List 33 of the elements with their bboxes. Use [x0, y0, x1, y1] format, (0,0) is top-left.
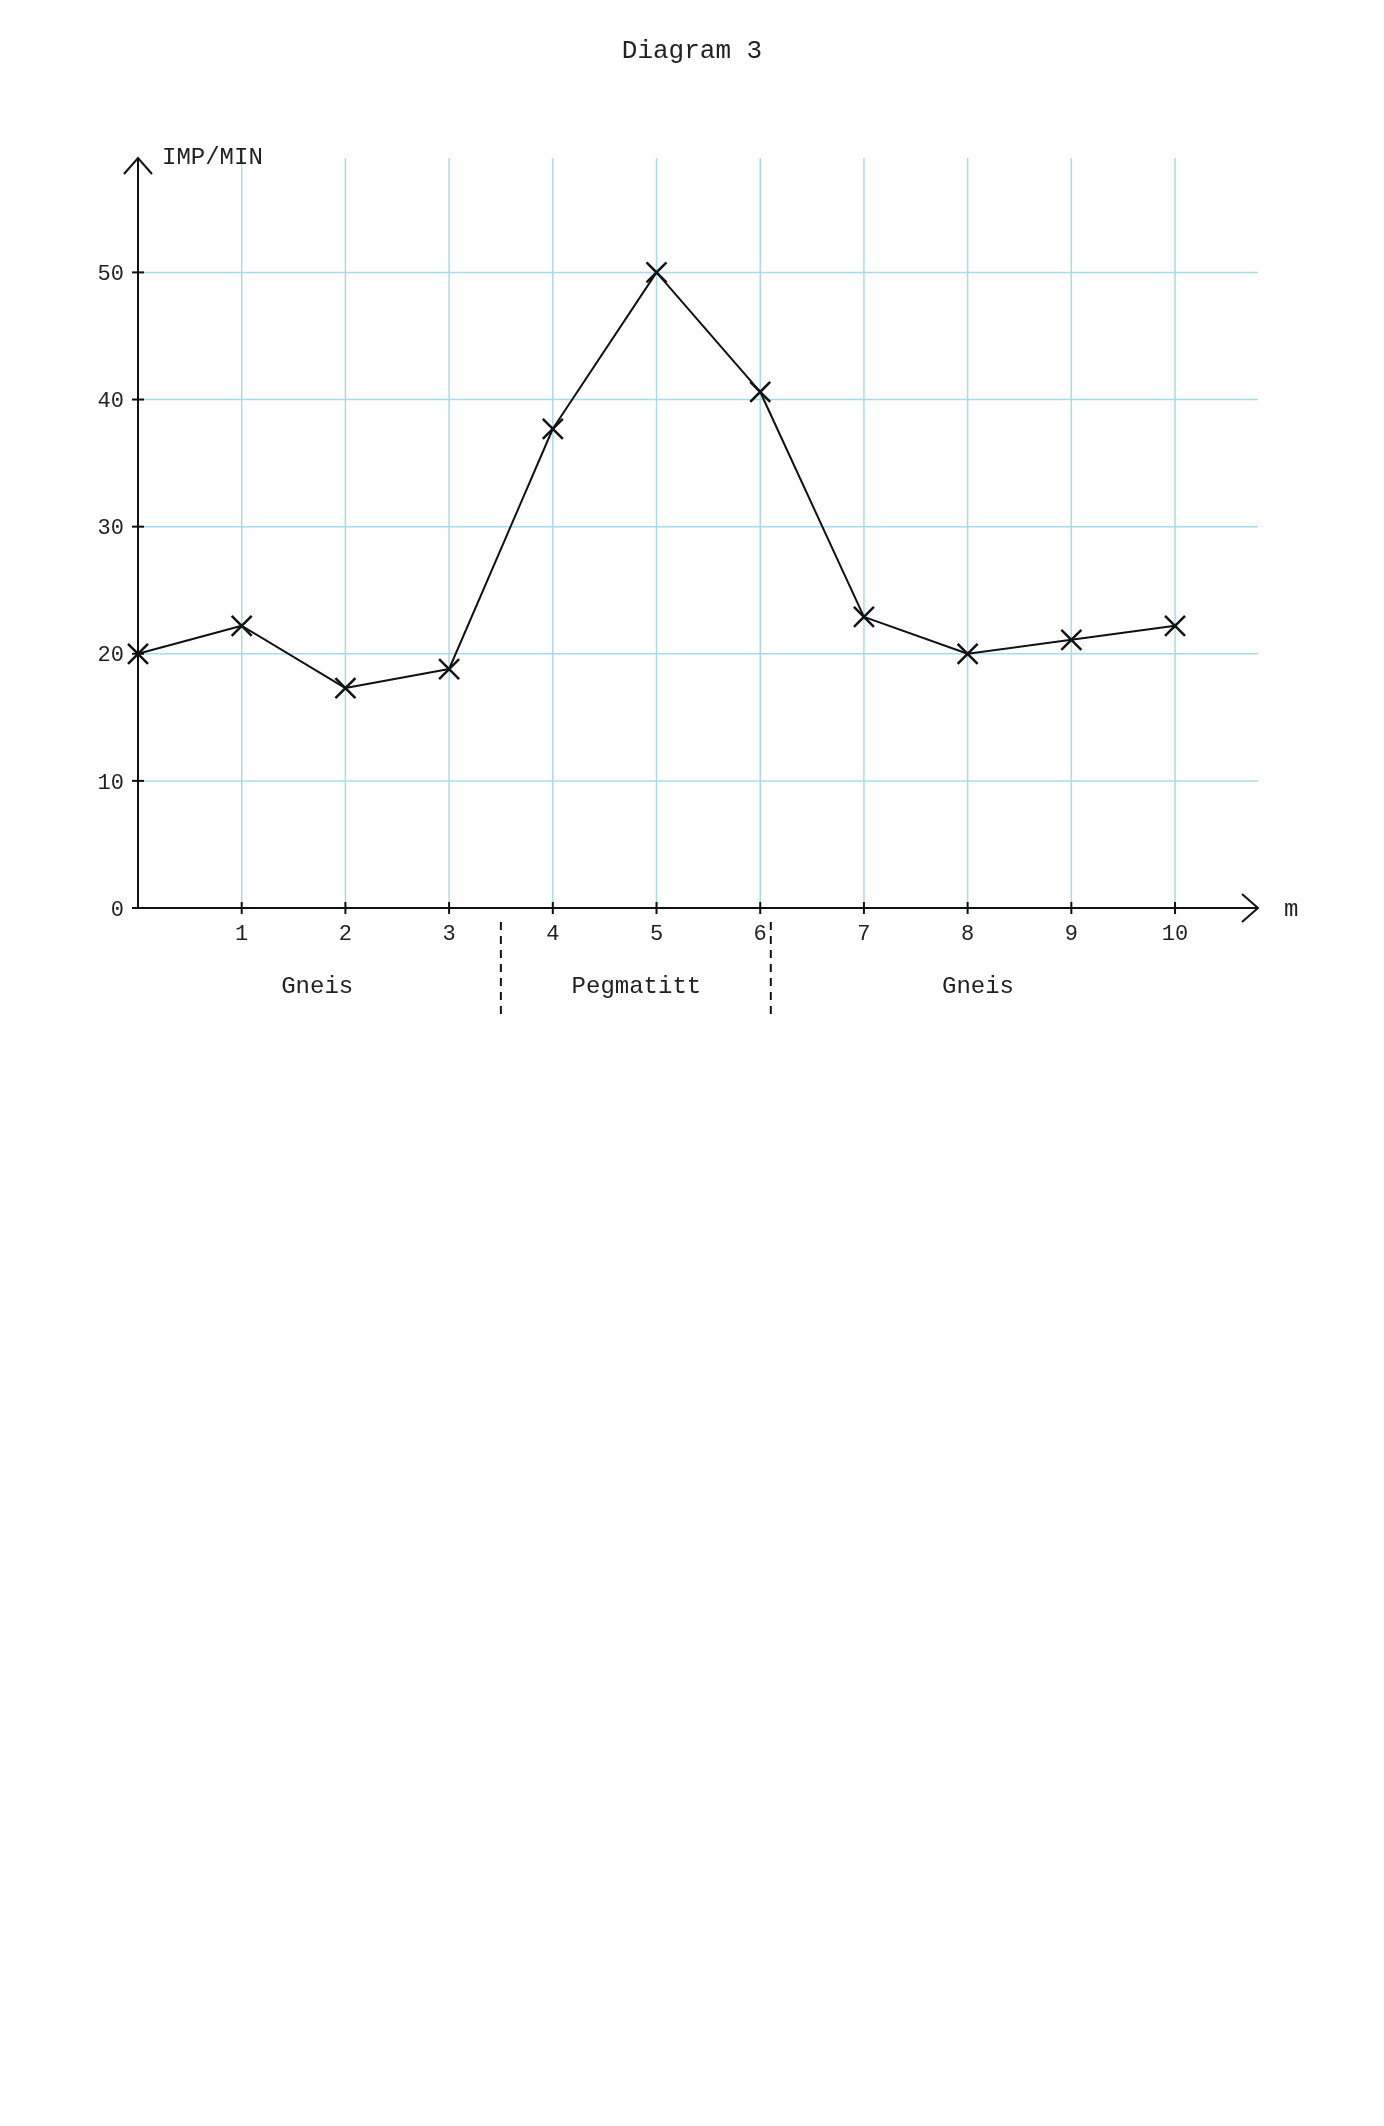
y-tick-label: 10: [97, 770, 124, 796]
point: [230, 614, 253, 638]
y-tick-label: 0: [110, 897, 124, 923]
x-tick-label: 9: [1064, 922, 1078, 947]
x-tick-label: 4: [546, 922, 560, 947]
y-tick-label: 50: [97, 262, 124, 288]
point: [645, 261, 668, 284]
x-tick-label: 5: [649, 922, 664, 947]
y-tick-label: 20: [97, 643, 124, 669]
point: [541, 417, 565, 441]
point: [334, 676, 357, 700]
y-tick-label: 40: [97, 389, 124, 415]
x-tick-label: 7: [857, 922, 871, 947]
point: [126, 642, 150, 666]
point: [1060, 628, 1083, 652]
text: Pegmatitt: [571, 973, 702, 1000]
x-tick-label: 6: [753, 922, 767, 947]
text: Gneis: [941, 973, 1015, 1000]
text: Gneis: [281, 973, 354, 1000]
point: [956, 642, 979, 666]
point: [852, 605, 876, 629]
x-axis-title: m: [1284, 896, 1299, 923]
y-axis-title: IMP/MIN: [162, 144, 263, 171]
point: [437, 657, 461, 681]
point: [1163, 614, 1187, 638]
point: [748, 380, 772, 404]
x-tick-label: 2: [338, 922, 353, 947]
x-tick-label: 3: [442, 922, 456, 947]
chart-title: Diagram 3: [621, 36, 763, 66]
x-tick-label: 10: [1161, 922, 1189, 947]
y-tick-label: 30: [97, 516, 124, 542]
x-tick-label: 8: [961, 922, 975, 947]
x-tick-label: 1: [235, 922, 249, 947]
